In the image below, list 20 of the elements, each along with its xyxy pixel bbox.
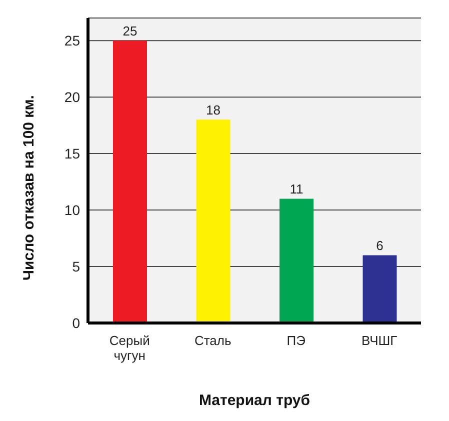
y-axis-title: Число отказав на 100 км.	[20, 95, 38, 280]
y-tick-label: 25	[64, 32, 80, 49]
x-tick-label: Серый чугун	[109, 333, 150, 363]
bar	[196, 120, 230, 323]
data-label: 6	[376, 238, 384, 254]
bar	[280, 198, 314, 323]
x-tick-label: Сталь	[194, 333, 232, 348]
x-tick-label: ВЧШГ	[362, 333, 398, 348]
data-label: 18	[206, 102, 220, 118]
y-tick-label: 0	[72, 314, 80, 331]
data-label: 11	[290, 182, 304, 197]
y-tick-label: 10	[64, 202, 80, 218]
y-tick-label: 20	[64, 89, 80, 106]
y-tick-label: 5	[72, 258, 80, 274]
x-tick-label: ПЭ	[286, 333, 306, 348]
x-axis-title: Материал труб	[198, 392, 310, 409]
y-tick-label: 15	[64, 146, 80, 162]
bar	[113, 40, 147, 323]
data-label: 25	[122, 24, 138, 39]
bar	[362, 255, 397, 323]
